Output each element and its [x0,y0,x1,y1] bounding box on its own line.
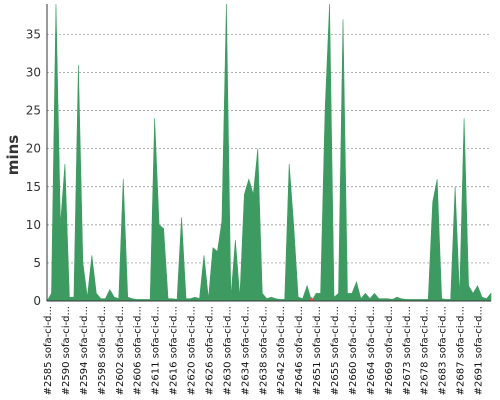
x-tick-label: #2664 sofa-ci-d... [366,306,377,395]
x-tick-label: #2602 sofa-ci-d... [115,306,126,395]
x-tick-label: #2598 sofa-ci-d... [97,306,108,395]
duration-area [46,3,492,302]
x-tick-label: #2594 sofa-ci-d... [79,306,90,395]
failed-build-marker [308,297,315,301]
y-tick-label: 20 [26,142,41,156]
x-tick-label: #2585 sofa-ci-d... [43,306,54,395]
y-tick-label: 30 [26,66,41,80]
x-tick-label: #2691 sofa-ci-d... [474,306,485,395]
x-tick-label: #2626 sofa-ci-d... [205,306,216,395]
x-tick-label: #2642 sofa-ci-d... [276,306,287,395]
y-tick-label: 35 [26,27,41,41]
grid-lines [47,34,491,264]
x-tick-label: #2590 sofa-ci-d... [61,306,72,395]
x-tick-label: #2683 sofa-ci-d... [438,306,449,395]
y-tick-label: 0 [33,294,41,308]
x-tick-label: #2673 sofa-ci-d... [402,306,413,395]
x-tick-label: #2620 sofa-ci-d... [187,306,198,395]
x-tick-label: #2606 sofa-ci-d... [133,306,144,395]
x-tick-label: #2611 sofa-ci-d... [151,306,162,395]
x-tick-label: #2651 sofa-ci-d... [312,306,323,395]
x-tick-label: #2678 sofa-ci-d... [420,306,431,395]
y-tick-label: 10 [26,218,41,232]
y-tick-label: 15 [26,180,41,194]
x-tick-label: #2634 sofa-ci-d... [240,306,251,395]
x-tick-label: #2655 sofa-ci-d... [330,306,341,395]
x-tick-label: #2660 sofa-ci-d... [348,306,359,395]
x-tick-label: #2687 sofa-ci-d... [456,306,467,395]
x-axis: #2585 sofa-ci-d... #2590 sofa-ci-d... #259… [43,300,491,395]
x-tick-label: #2630 sofa-ci-d... [222,306,233,395]
y-tick-label: 25 [26,104,41,118]
x-tick-label: #2616 sofa-ci-d... [169,306,180,395]
x-tick-label: #2646 sofa-ci-d... [294,306,305,395]
y-axis-label: mins [4,135,22,175]
x-tick-label: #2638 sofa-ci-d... [258,306,269,395]
plot-area [46,3,492,302]
x-tick-label: #2669 sofa-ci-d... [384,306,395,395]
y-tick-label: 5 [33,256,41,270]
y-axis: 0 5 10 15 20 25 30 35 [26,4,48,308]
